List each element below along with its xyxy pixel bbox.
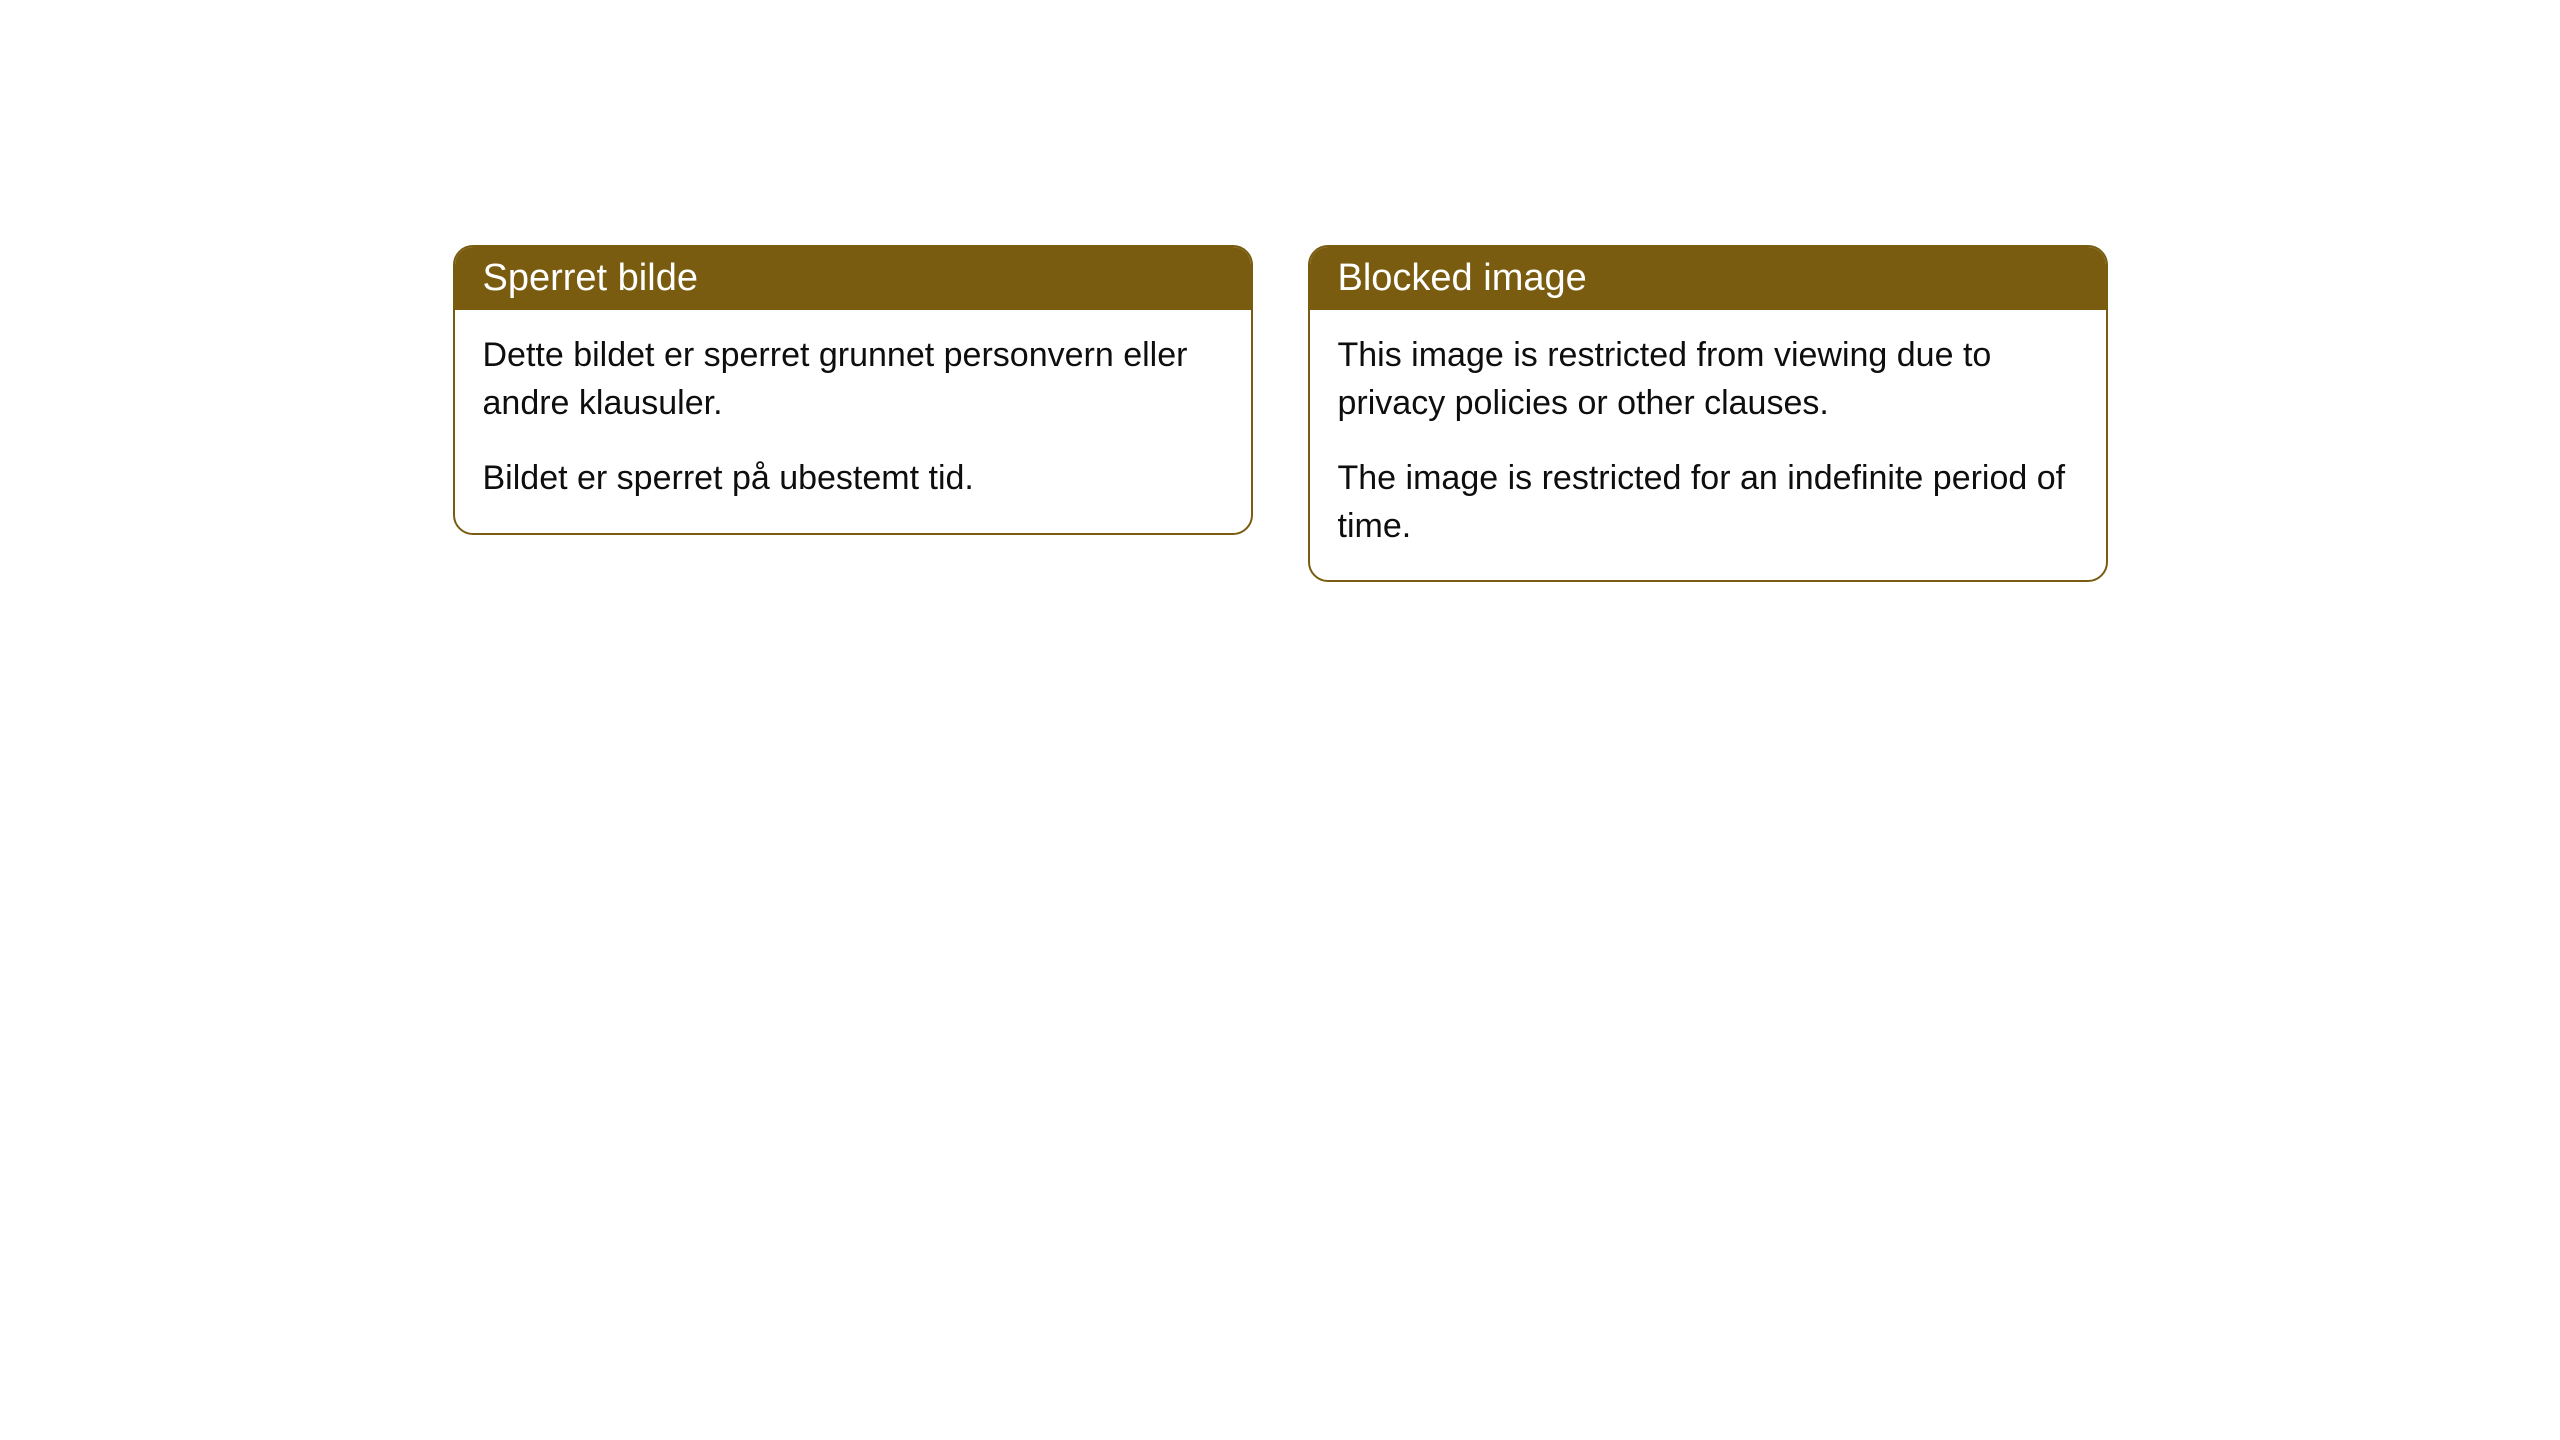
card-header-english: Blocked image: [1310, 247, 2106, 310]
card-paragraph-2-norwegian: Bildet er sperret på ubestemt tid.: [483, 455, 1223, 503]
card-title-norwegian: Sperret bilde: [483, 257, 698, 299]
card-body-english: This image is restricted from viewing du…: [1310, 310, 2106, 580]
card-paragraph-1-norwegian: Dette bildet er sperret grunnet personve…: [483, 332, 1223, 427]
card-title-english: Blocked image: [1338, 257, 1587, 299]
blocked-image-card-english: Blocked image This image is restricted f…: [1308, 245, 2108, 582]
card-paragraph-1-english: This image is restricted from viewing du…: [1338, 332, 2078, 427]
card-body-norwegian: Dette bildet er sperret grunnet personve…: [455, 310, 1251, 533]
blocked-image-card-norwegian: Sperret bilde Dette bildet er sperret gr…: [453, 245, 1253, 535]
card-header-norwegian: Sperret bilde: [455, 247, 1251, 310]
card-paragraph-2-english: The image is restricted for an indefinit…: [1338, 455, 2078, 550]
